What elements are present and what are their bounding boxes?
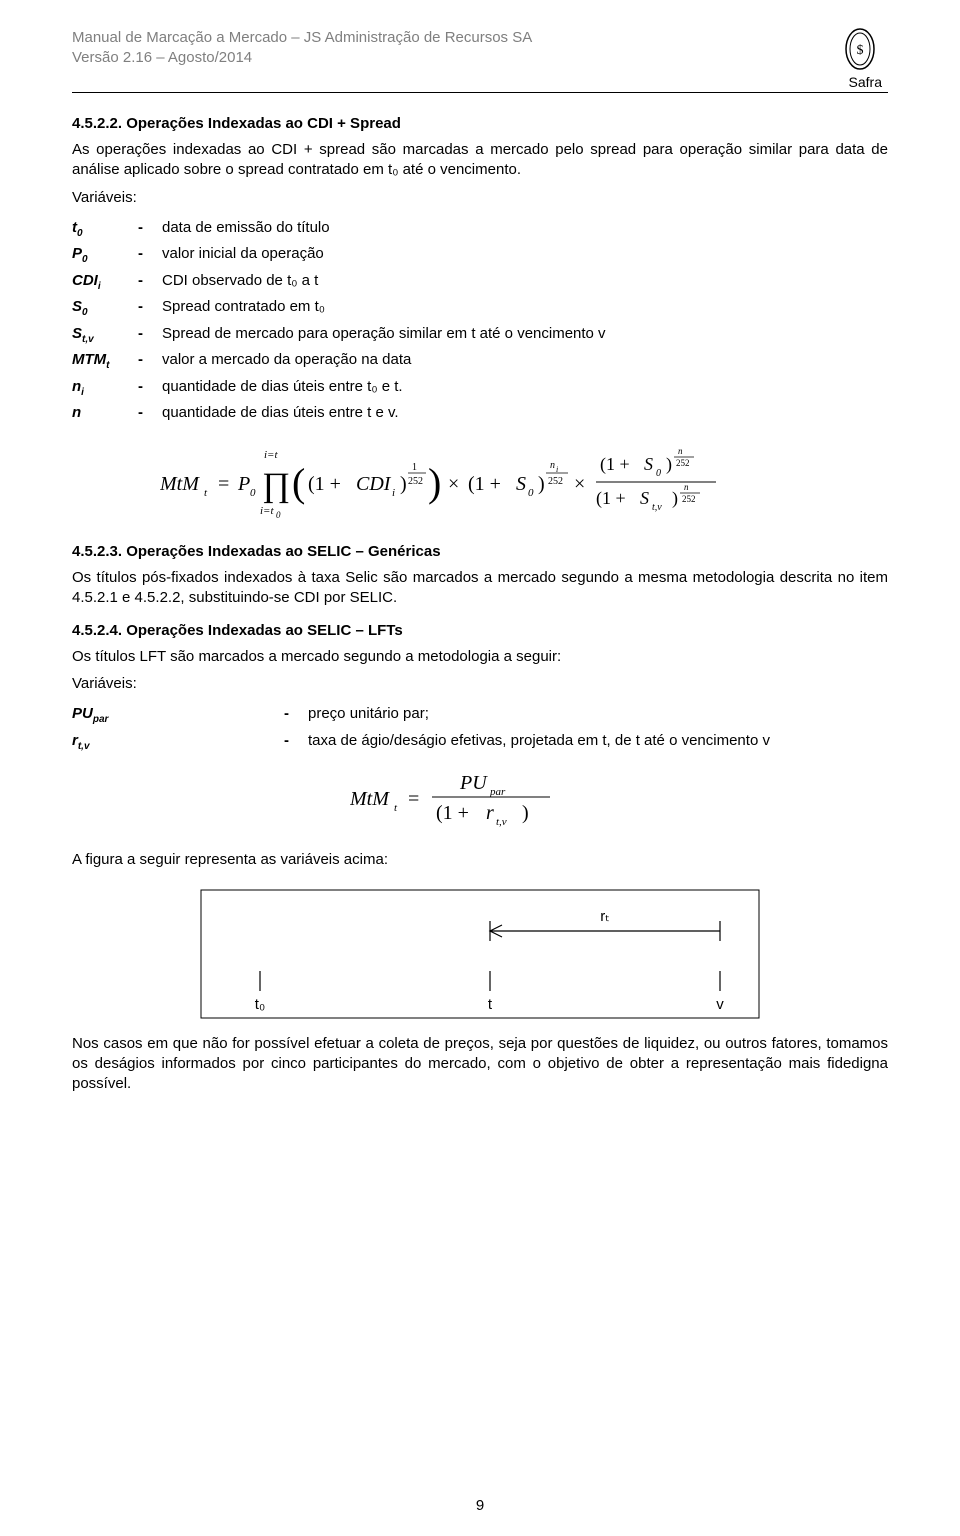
svg-text:par: par [489, 786, 506, 798]
variables-table: PUpar - preço unitário par; rt,v - taxa … [72, 702, 776, 755]
svg-text:P: P [237, 473, 250, 495]
svg-text:t: t [488, 996, 493, 1013]
var-row: St,v-Spread de mercado para operação sim… [72, 322, 612, 349]
diagram-caption: A figura a seguir representa as variávei… [72, 850, 888, 870]
svg-text:S: S [644, 454, 653, 474]
svg-text:(1 +: (1 + [308, 473, 341, 495]
svg-text:t: t [204, 487, 208, 499]
section-heading: 4.5.2.3. Operações Indexadas ao SELIC – … [72, 543, 888, 560]
svg-text:n: n [678, 446, 683, 456]
svg-text:rₜ: rₜ [600, 908, 609, 925]
svg-text:(1 +: (1 + [600, 454, 630, 475]
var-row: n-quantidade de dias úteis entre t e v. [72, 401, 612, 428]
svg-text:t,v: t,v [496, 816, 507, 828]
section-title: Operações Indexadas ao SELIC – Genéricas [126, 543, 440, 560]
variables-label: Variáveis: [72, 675, 888, 692]
var-row: t0-data de emissão do título [72, 216, 612, 243]
svg-text:i: i [392, 487, 395, 499]
section-title: Operações Indexadas ao SELIC – LFTs [126, 622, 402, 639]
svg-text:∏: ∏ [262, 467, 290, 504]
svg-text:t,v: t,v [652, 502, 662, 513]
paragraph: As operações indexadas ao CDI + spread s… [72, 140, 888, 181]
var-row: S0-Spread contratado em t₀ [72, 295, 612, 322]
svg-text:): ) [538, 473, 545, 495]
header-line-2: Versão 2.16 – Agosto/2014 [72, 48, 888, 68]
svg-text:n: n [684, 482, 689, 492]
svg-text:PU: PU [459, 772, 488, 794]
svg-text:): ) [522, 802, 529, 824]
closing-paragraph: Nos casos em que não for possível efetua… [72, 1034, 888, 1095]
svg-text:CDI: CDI [356, 473, 392, 495]
paragraph: Os títulos LFT são marcados a mercado se… [72, 647, 888, 667]
section-number: 4.5.2.3. [72, 543, 122, 560]
formula-2: MtM t = PU par (1 + r t,v ) [72, 765, 888, 836]
svg-text:(1 +: (1 + [468, 473, 501, 495]
svg-text:v: v [716, 996, 724, 1013]
svg-text:(: ( [292, 460, 305, 505]
svg-text:252: 252 [676, 458, 690, 468]
svg-text:r: r [486, 802, 494, 824]
svg-text:t₀: t₀ [255, 996, 265, 1013]
page-number: 9 [0, 1497, 960, 1514]
var-row: rt,v - taxa de ágio/deságio efetivas, pr… [72, 729, 776, 756]
svg-text:t: t [394, 802, 398, 814]
svg-text:): ) [400, 473, 407, 495]
paragraph: Os títulos pós-fixados indexados à taxa … [72, 568, 888, 609]
page-header: Manual de Marcação a Mercado – JS Admini… [72, 28, 888, 93]
svg-text:MtM: MtM [160, 473, 200, 495]
var-row: P0-valor inicial da operação [72, 242, 612, 269]
svg-text:0: 0 [528, 487, 534, 499]
svg-text:MtM: MtM [350, 788, 390, 810]
formula-1: MtM t = P 0 ∏ i=t i=t0 ( (1 + CDI i ) 1 … [72, 438, 888, 529]
variables-label: Variáveis: [72, 189, 888, 206]
var-row: ni-quantidade de dias úteis entre t₀ e t… [72, 375, 612, 402]
header-line-1: Manual de Marcação a Mercado – JS Admini… [72, 28, 888, 48]
brand-label: Safra [849, 74, 882, 90]
section-heading: 4.5.2.4. Operações Indexadas ao SELIC – … [72, 622, 888, 639]
svg-text:0: 0 [656, 468, 661, 479]
section-title: Operações Indexadas ao CDI + Spread [126, 115, 401, 132]
svg-text:=: = [408, 788, 419, 810]
svg-text:×: × [574, 473, 585, 495]
section-number: 4.5.2.2. [72, 115, 122, 132]
var-row: MTMt-valor a mercado da operação na data [72, 348, 612, 375]
svg-text:×: × [448, 473, 459, 495]
svg-text:=: = [218, 473, 229, 495]
svg-text:252: 252 [548, 476, 563, 487]
svg-text:): ) [666, 454, 672, 475]
svg-text:1: 1 [412, 462, 417, 473]
variables-table: t0-data de emissão do título P0-valor in… [72, 216, 612, 428]
timeline-diagram: t₀ t v rₜ [200, 889, 760, 1024]
svg-text:i=t: i=t [260, 505, 274, 517]
safra-logo-icon: $ [842, 26, 878, 72]
svg-text:S: S [640, 488, 649, 508]
svg-text:0: 0 [276, 510, 281, 520]
var-row: CDIi-CDI observado de t₀ a t [72, 269, 612, 296]
svg-text:S: S [516, 473, 526, 495]
svg-text:252: 252 [682, 494, 696, 504]
svg-text:): ) [428, 460, 441, 505]
svg-text:): ) [672, 488, 678, 509]
section-number: 4.5.2.4. [72, 622, 122, 639]
svg-text:$: $ [857, 43, 864, 58]
svg-text:i=t: i=t [264, 449, 278, 461]
svg-text:(1 +: (1 + [436, 802, 469, 824]
svg-text:252: 252 [408, 476, 423, 487]
svg-text:n: n [550, 460, 555, 471]
section-heading: 4.5.2.2. Operações Indexadas ao CDI + Sp… [72, 115, 888, 132]
page: Manual de Marcação a Mercado – JS Admini… [0, 0, 960, 1536]
var-row: PUpar - preço unitário par; [72, 702, 776, 729]
svg-text:0: 0 [250, 487, 256, 499]
svg-text:(1 +: (1 + [596, 488, 626, 509]
